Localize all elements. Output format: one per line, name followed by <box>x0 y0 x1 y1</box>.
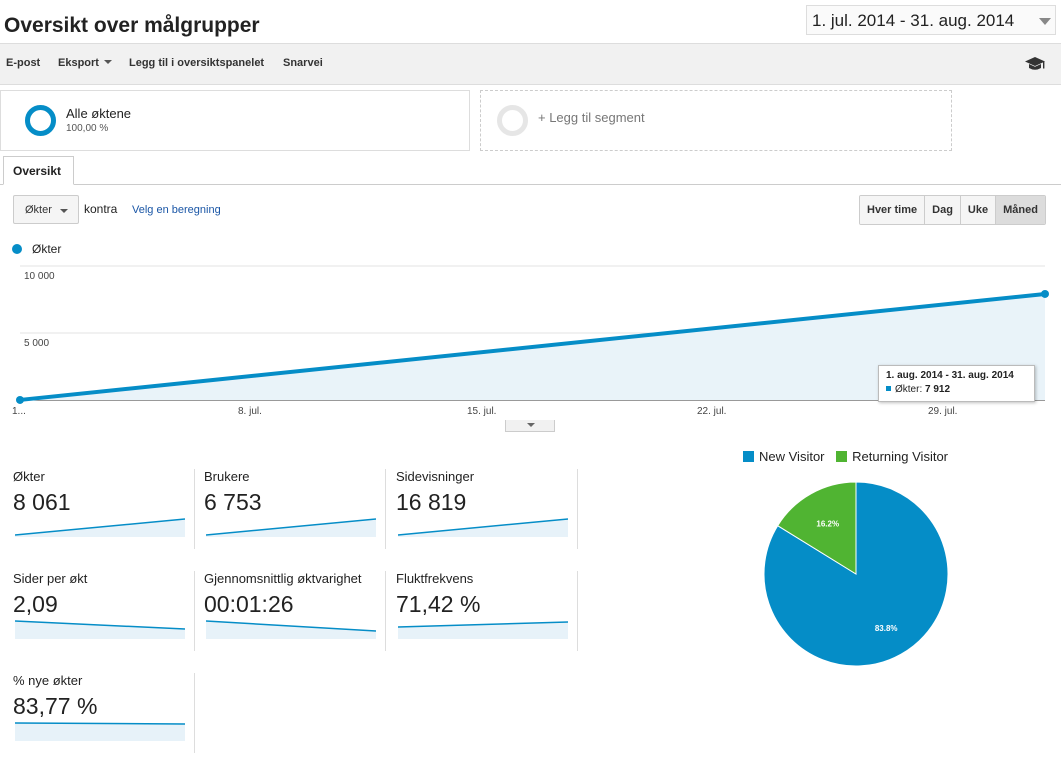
tooltip-series-swatch <box>886 386 891 391</box>
tooltip-value: 7 912 <box>925 384 951 395</box>
series-legend-label: Økter <box>32 242 62 256</box>
segment-percentage: 100,00 % <box>66 123 109 134</box>
kpi-sparkline <box>398 621 568 639</box>
sessions-line-chart[interactable]: 10 000 5 000 1... 8. jul. 15. jul. 22. j… <box>0 262 1061 422</box>
graduation-cap-icon[interactable] <box>1024 56 1046 72</box>
chevron-down-icon <box>527 423 535 427</box>
kpi-label: Sidevisninger <box>396 469 475 484</box>
chevron-down-icon <box>103 60 112 64</box>
kpi-label: Sider per økt <box>13 571 88 586</box>
kpi-value: 16 819 <box>396 489 467 515</box>
granularity-hour-button[interactable]: Hver time <box>860 196 925 224</box>
kpi-label: Brukere <box>204 469 250 484</box>
pie-slice-label: 83.8% <box>875 624 898 633</box>
kpi-value: 71,42 % <box>396 591 481 617</box>
tab-divider <box>0 184 1061 185</box>
kpi-pages-per-session[interactable]: Sider per økt 2,09 <box>13 571 195 651</box>
x-tick-label: 22. jul. <box>697 406 726 417</box>
tooltip-date: 1. aug. 2014 - 31. aug. 2014 <box>886 370 1014 381</box>
collapse-chart-handle[interactable] <box>505 420 555 432</box>
segment-name: Alle øktene <box>66 106 132 121</box>
pie-legend: New Visitor Returning Visitor <box>743 449 956 464</box>
x-tick-label: 15. jul. <box>467 406 496 417</box>
kpi-sparkline <box>206 620 376 639</box>
kpi-value: 8 061 <box>13 489 71 515</box>
kpi-sessions[interactable]: Økter 8 061 <box>13 469 195 549</box>
pie-slice-label: 16.2% <box>816 519 839 528</box>
data-point[interactable] <box>16 395 24 404</box>
report-toolbar: E-post Eksport Legg til i oversiktspanel… <box>0 43 1061 85</box>
series-line <box>19 291 1046 402</box>
pie-legend-item-new[interactable]: New Visitor <box>743 449 825 464</box>
kpi-label: Fluktfrekvens <box>396 571 474 586</box>
export-label: Eksport <box>58 57 99 69</box>
legend-label: Returning Visitor <box>852 449 949 464</box>
legend-label: New Visitor <box>759 449 825 464</box>
metric-selector-label: Økter <box>25 204 52 216</box>
data-point[interactable] <box>1041 289 1049 298</box>
add-to-dashboard-button[interactable]: Legg til i oversiktspanelet <box>129 57 265 69</box>
kpi-users[interactable]: Brukere 6 753 <box>204 469 386 549</box>
pie-legend-item-returning[interactable]: Returning Visitor <box>836 449 948 464</box>
date-range-text: 1. jul. 2014 - 31. aug. 2014 <box>812 11 1015 30</box>
y-tick-label: 5 000 <box>24 338 49 349</box>
email-button[interactable]: E-post <box>6 57 41 69</box>
kpi-value: 83,77 % <box>13 693 98 719</box>
granularity-toggle: Hver time Dag Uke Måned <box>859 195 1046 225</box>
export-button[interactable]: Eksport <box>58 57 112 69</box>
kpi-sparkline <box>15 620 185 639</box>
x-tick-label: 8. jul. <box>238 406 262 417</box>
kpi-sparkline <box>15 722 185 741</box>
date-range-picker[interactable]: 1. jul. 2014 - 31. aug. 2014 <box>806 5 1056 35</box>
kpi-value: 2,09 <box>13 591 58 617</box>
kpi-avg-session-duration[interactable]: Gjennomsnittlig øktvarighet 00:01:26 <box>204 571 386 651</box>
granularity-week-button[interactable]: Uke <box>959 196 996 224</box>
granularity-day-button[interactable]: Dag <box>924 196 960 224</box>
kpi-sparkline <box>398 518 568 537</box>
segment-all-sessions[interactable]: Alle øktene 100,00 % <box>0 90 470 151</box>
series-legend-dot <box>12 244 22 254</box>
add-segment-label: + Legg til segment <box>538 110 645 125</box>
legend-swatch <box>743 451 754 462</box>
kpi-label: Gjennomsnittlig øktvarighet <box>204 571 362 586</box>
y-tick-label: 10 000 <box>24 271 55 282</box>
pie-slice[interactable] <box>777 481 857 575</box>
kpi-sparkline <box>206 518 376 537</box>
metric-selector[interactable]: Økter <box>13 195 79 224</box>
tab-overview[interactable]: Oversikt <box>3 156 74 185</box>
kpi-value: 6 753 <box>204 489 262 515</box>
chart-tooltip: 1. aug. 2014 - 31. aug. 2014 Økter: 7 91… <box>878 365 1035 402</box>
kpi-new-sessions[interactable]: % nye økter 83,77 % <box>13 673 195 753</box>
kpi-pageviews[interactable]: Sidevisninger 16 819 <box>396 469 578 549</box>
legend-swatch <box>836 451 848 462</box>
kpi-value: 00:01:26 <box>204 591 294 617</box>
kpi-bounce-rate[interactable]: Fluktfrekvens 71,42 % <box>396 571 578 651</box>
tooltip-label: Økter: <box>895 384 923 395</box>
page-title: Oversikt over målgrupper <box>4 14 260 37</box>
x-tick-label: 29. jul. <box>928 406 957 417</box>
kpi-sparkline <box>15 518 185 537</box>
chevron-down-icon <box>60 209 68 213</box>
segment-ring-icon <box>25 105 56 136</box>
add-segment-button[interactable]: + Legg til segment <box>480 90 952 151</box>
granularity-month-button[interactable]: Måned <box>995 196 1045 224</box>
empty-segment-ring-icon <box>497 105 528 136</box>
chevron-down-icon <box>1039 18 1051 25</box>
kpi-label: % nye økter <box>13 673 83 688</box>
versus-label: kontra <box>84 202 118 216</box>
visitor-type-pie-chart[interactable]: 83.8% 16.2% <box>760 480 952 670</box>
shortcut-button[interactable]: Snarvei <box>283 57 323 69</box>
kpi-label: Økter <box>13 469 45 484</box>
x-tick-label: 1... <box>12 406 26 417</box>
select-metric-link[interactable]: Velg en beregning <box>132 204 221 216</box>
